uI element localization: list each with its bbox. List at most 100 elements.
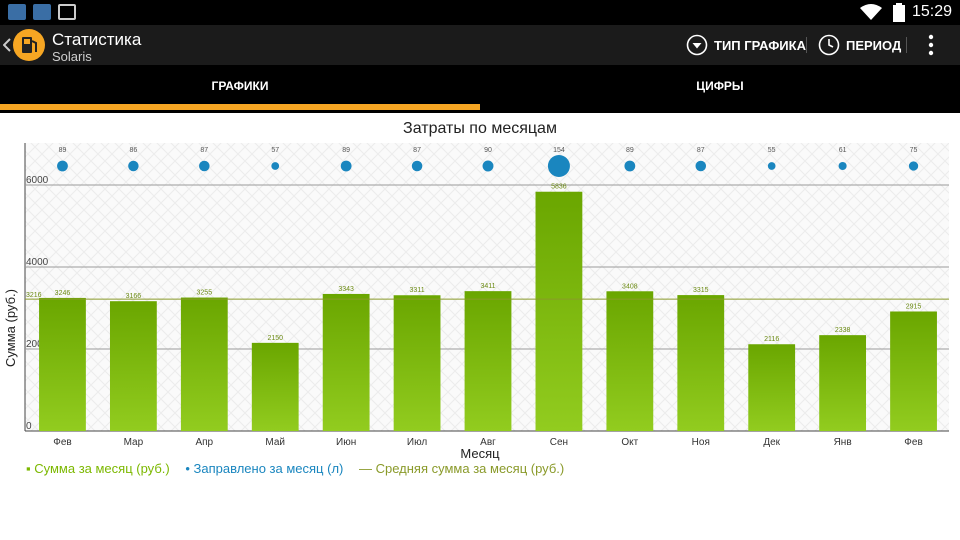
x-tick-label: Фев: [53, 437, 71, 448]
chart-legend: ▪ Сумма за месяц (руб.) • Заправлено за …: [26, 461, 576, 476]
x-tick-label: Июл: [407, 437, 427, 448]
period-label: ПЕРИОД: [846, 37, 902, 53]
fuel-value-label: 90: [484, 147, 492, 154]
action-bar: Статистика Solaris ТИП ГРАФИКА ПЕРИОД: [0, 25, 960, 65]
y-tick-label: 0: [26, 421, 32, 432]
bar-value-label: 3255: [197, 290, 213, 297]
x-tick-label: Авг: [480, 437, 496, 448]
fuel-bubble: [411, 160, 423, 172]
tab-numbers[interactable]: ЦИФРЫ: [480, 65, 960, 113]
fuel-value-label: 89: [342, 147, 350, 154]
bar: [464, 291, 512, 431]
divider: [906, 37, 907, 53]
legend-item-sum: ▪ Сумма за месяц (руб.): [26, 461, 170, 476]
fuel-bubble: [695, 160, 707, 172]
x-tick-label: Июн: [336, 437, 356, 448]
bar-value-label: 5836: [551, 184, 567, 191]
bar: [677, 295, 725, 431]
x-axis-label: Месяц: [460, 446, 500, 461]
fuel-value-label: 86: [129, 147, 137, 154]
bar: [39, 297, 86, 431]
y-tick-label: 4000: [26, 257, 49, 268]
bar-value-label: 2116: [764, 336, 779, 343]
bar-value-label: 3315: [693, 287, 709, 294]
x-tick-label: Фев: [904, 437, 922, 448]
divider: [806, 37, 807, 53]
wifi-icon: [860, 4, 882, 20]
bar-value-label: 3246: [55, 290, 71, 297]
battery-icon: [893, 3, 905, 22]
fuel-bubble: [482, 160, 494, 172]
fuel-bubble: [908, 161, 919, 171]
legend-item-average: — Средняя сумма за месяц (руб.): [358, 461, 565, 476]
chart-type-label: ТИП ГРАФИКА: [714, 37, 806, 53]
fuel-value-label: 55: [768, 147, 776, 154]
bar-value-label: 3166: [126, 293, 142, 300]
y-tick-label: 6000: [26, 175, 49, 186]
x-tick-label: Ноя: [692, 437, 710, 448]
period-button[interactable]: ПЕРИОД: [818, 33, 901, 57]
y-tick-label: 2000: [26, 339, 49, 350]
tab-label: ГРАФИКИ: [211, 79, 269, 93]
average-value-label: 3216: [26, 292, 42, 299]
back-chevron-icon: [3, 38, 11, 52]
bar: [748, 344, 796, 431]
bar-value-label: 3311: [410, 287, 425, 294]
fuel-bubble: [547, 155, 570, 177]
bar-value-label: 3343: [338, 286, 354, 293]
fuel-value-label: 61: [839, 147, 847, 154]
x-tick-label: Май: [265, 437, 285, 448]
bar: [109, 301, 157, 431]
bar-value-label: 2338: [835, 327, 851, 334]
image-icon: [58, 4, 76, 20]
bar-value-label: 3411: [480, 283, 495, 290]
fuel-bubble: [128, 160, 139, 172]
legend-label: Сумма за месяц (руб.): [34, 461, 170, 476]
fuel-value-label: 57: [271, 147, 279, 154]
bar-value-label: 3408: [622, 283, 638, 290]
x-tick-label: Янв: [834, 437, 852, 448]
y-axis-label: Сумма (руб.): [3, 289, 18, 367]
fuel-bubble: [340, 160, 352, 172]
bar: [819, 335, 867, 431]
status-bar: 15:29: [0, 0, 960, 25]
notification-app-icon: [33, 4, 51, 20]
fuel-bubble: [199, 160, 210, 172]
fuel-bubble: [767, 162, 776, 170]
x-tick-label: Сен: [550, 437, 568, 448]
fuel-value-label: 75: [910, 147, 918, 154]
fuel-bubble: [624, 160, 636, 172]
bar: [606, 291, 654, 431]
bar: [393, 295, 441, 431]
chart-type-button[interactable]: ТИП ГРАФИКА: [686, 33, 806, 57]
fuel-bubble: [271, 162, 280, 170]
fuel-value-label: 87: [697, 147, 705, 154]
dropdown-circle-icon: [686, 34, 708, 56]
notification-app-icon: [8, 4, 26, 20]
x-tick-label: Мар: [124, 437, 144, 448]
clock: 15:29: [911, 3, 952, 20]
up-button[interactable]: [0, 25, 48, 65]
fuel-value-label: 89: [59, 147, 67, 154]
fuel-bubble: [838, 161, 847, 171]
bar-value-label: 2150: [267, 335, 283, 342]
bar: [251, 342, 299, 431]
app-title: Статистика: [52, 30, 142, 49]
tab-charts[interactable]: ГРАФИКИ: [0, 65, 480, 113]
app-subtitle: Solaris: [52, 49, 92, 64]
bar: [535, 191, 583, 431]
selected-tab-indicator: [0, 104, 480, 110]
fuel-value-label: 154: [553, 147, 565, 154]
x-tick-label: Окт: [621, 437, 638, 448]
fuel-value-label: 89: [626, 147, 634, 154]
fuel-bubble: [57, 160, 68, 172]
fuel-value-label: 87: [413, 147, 421, 154]
bar-value-label: 2915: [906, 303, 922, 310]
legend-item-fuel: • Заправлено за месяц (л): [185, 461, 344, 476]
bar: [890, 311, 937, 431]
x-tick-label: Дек: [763, 437, 780, 448]
overflow-menu-icon[interactable]: [926, 33, 936, 57]
legend-label: Заправлено за месяц (л): [193, 461, 344, 476]
tab-label: ЦИФРЫ: [696, 79, 744, 93]
